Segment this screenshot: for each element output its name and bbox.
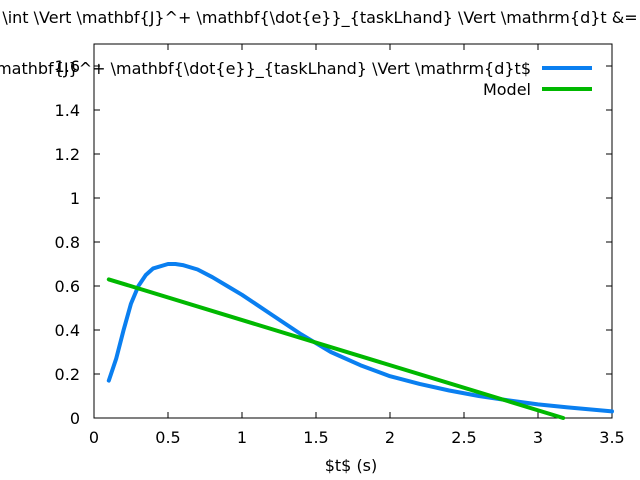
- legend-label-0: \mathbf{J}^+ \mathbf{\dot{e}}_{taskLhand…: [0, 59, 531, 79]
- y-tick-label: 0.6: [55, 277, 80, 296]
- y-tick-label: 0.8: [55, 233, 80, 252]
- series-layer: [106, 262, 614, 420]
- y-tick-label: 0: [70, 409, 80, 428]
- x-tick-label: 2.5: [451, 428, 476, 447]
- x-tick-label: 2: [385, 428, 395, 447]
- x-tick-label: 1: [237, 428, 247, 447]
- x-axis-label: $t$ (s): [325, 456, 378, 475]
- y-tick-label: 1.6: [55, 57, 80, 76]
- series-line-1: [106, 277, 566, 420]
- y-axis: 0 0.2 0.4 0.6 0.8 1 1.2 1.4 1.6: [55, 57, 612, 428]
- x-tick-label: 1.5: [303, 428, 328, 447]
- x-tick-label: 3.5: [599, 428, 624, 447]
- y-tick-label: 1.2: [55, 145, 80, 164]
- series-line-0: [106, 262, 614, 414]
- x-tick-label: 3: [533, 428, 543, 447]
- y-tick-label: 0.4: [55, 321, 80, 340]
- legend-label-1: Model: [483, 80, 531, 99]
- plot-area: [93, 43, 613, 419]
- legend: \mathbf{J}^+ \mathbf{\dot{e}}_{taskLhand…: [0, 59, 592, 99]
- x-tick-label: 0: [89, 428, 99, 447]
- y-tick-label: 0.2: [55, 365, 80, 384]
- x-axis: 0 0.5 1 1.5 2 2.5 3 3.5: [89, 44, 625, 447]
- x-tick-label: 0.5: [155, 428, 180, 447]
- y-tick-label: 1.4: [55, 101, 80, 120]
- chart-title: \int \Vert \mathbf{J}^+ \mathbf{\dot{e}}…: [2, 8, 637, 28]
- y-tick-label: 1: [70, 189, 80, 208]
